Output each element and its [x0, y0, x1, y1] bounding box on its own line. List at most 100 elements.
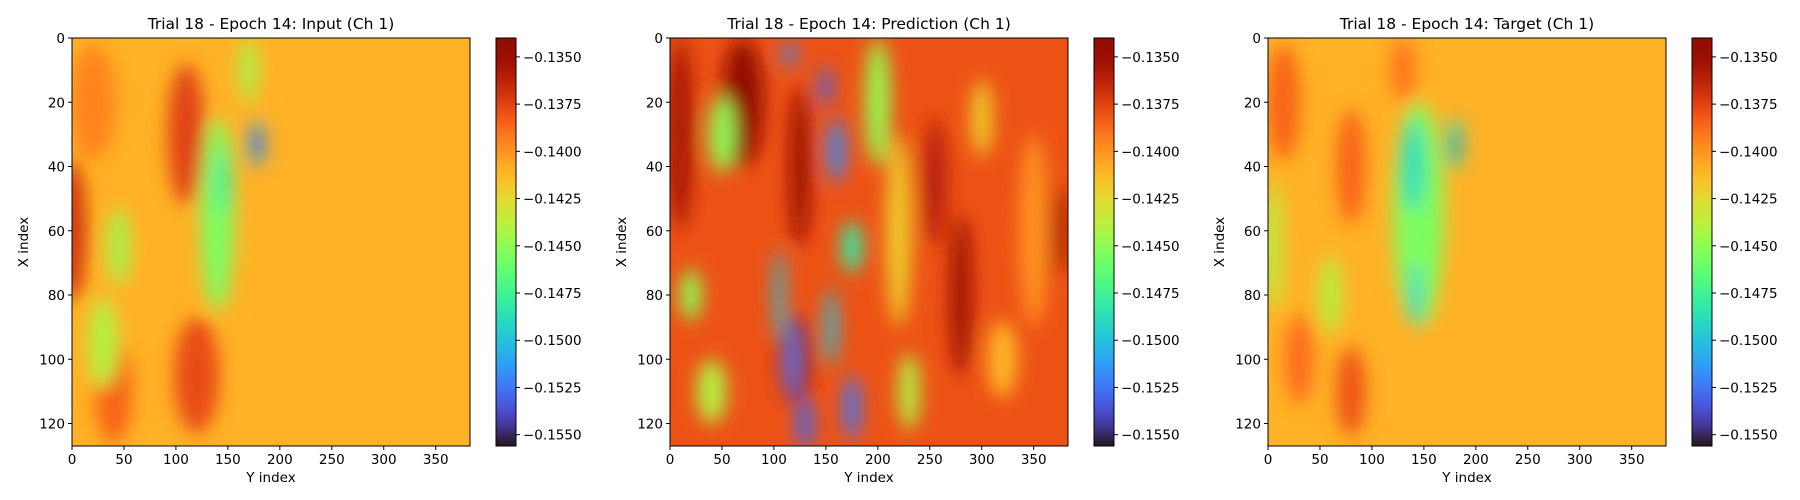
- heatmap-blob: [1284, 314, 1314, 405]
- x-axis-label: Y index: [245, 470, 295, 486]
- heatmap-blob: [1336, 108, 1366, 225]
- y-tick-label: 0: [1252, 31, 1261, 47]
- y-tick-label: 120: [39, 417, 65, 433]
- colorbar-tick-label: −0.1450: [523, 239, 582, 255]
- y-axis-label: X index: [614, 217, 630, 267]
- colorbar: −0.1350 −0.1375 −0.1400 −0.1425 −0.1450 −0.14…: [1093, 37, 1180, 447]
- heatmap-blob: [255, 134, 263, 154]
- colorbar-tick-label: −0.1400: [1719, 144, 1778, 160]
- colorbar-tick-label: −0.1550: [1719, 428, 1778, 444]
- colorbar-tick-label: −0.1475: [1719, 286, 1778, 302]
- heatmap-blob: [1319, 256, 1341, 334]
- x-tick-label: 50: [713, 452, 730, 468]
- x-tick-label: 150: [1411, 452, 1437, 468]
- colorbar-gradient: [495, 37, 517, 447]
- colorbar-tick-label: −0.1450: [1121, 239, 1180, 255]
- colorbar-gradient: [1691, 37, 1713, 447]
- x-tick-label: 100: [761, 452, 787, 468]
- heatmap-blob: [950, 214, 972, 376]
- heatmap-blob: [200, 118, 235, 312]
- x-tick-label: 300: [969, 452, 995, 468]
- colorbar-tick-label: −0.1350: [523, 50, 582, 66]
- heatmap-field: [1268, 38, 1463, 437]
- y-tick-label: 0: [654, 31, 663, 47]
- heatmap-blob: [72, 160, 87, 302]
- colorbar-tick-label: −0.1525: [1719, 380, 1778, 396]
- colorbar-tick-label: −0.1400: [523, 144, 582, 160]
- heatmap-blob: [88, 298, 118, 389]
- heatmap-blob: [773, 250, 785, 340]
- heatmap-blob: [167, 63, 206, 206]
- heatmap: [72, 38, 470, 446]
- heatmap-blob: [1411, 262, 1420, 328]
- y-tick-label: 80: [646, 288, 663, 304]
- colorbar: −0.1350 −0.1375 −0.1400 −0.1425 −0.1450 −0.14…: [495, 37, 582, 447]
- colorbar-tick-label: −0.1525: [1121, 380, 1180, 396]
- x-tick-label: 50: [1311, 452, 1328, 468]
- y-tick-label: 60: [48, 224, 65, 240]
- x-tick-label: 250: [917, 452, 943, 468]
- y-tick-label: 120: [1235, 417, 1261, 433]
- heatmap-blob: [1390, 38, 1416, 103]
- x-tick-label: 0: [666, 452, 675, 468]
- heatmap-blob: [841, 221, 863, 273]
- heatmap-blob: [796, 397, 814, 446]
- y-tick-label: 20: [646, 95, 663, 111]
- x-tick-label: 200: [865, 452, 891, 468]
- chart-title: Trial 18 - Epoch 14: Prediction (Ch 1): [726, 15, 1011, 33]
- heatmap-blob: [865, 38, 891, 167]
- x-tick-label: 100: [163, 452, 189, 468]
- colorbar-gradient: [1093, 37, 1115, 447]
- colorbar-tick-label: −0.1350: [1121, 50, 1180, 66]
- colorbar-tick-label: −0.1400: [1121, 144, 1180, 160]
- colorbar-tick-label: −0.1500: [1121, 333, 1180, 349]
- heatmap-blob: [886, 134, 912, 328]
- colorbar-tick-label: −0.1500: [1719, 333, 1778, 349]
- heatmap-blob: [843, 375, 861, 440]
- heatmap-blob: [898, 352, 920, 430]
- colorbar-tick-label: −0.1450: [1719, 239, 1778, 255]
- x-tick-label: 0: [1264, 452, 1273, 468]
- y-axis-label: X index: [16, 217, 32, 267]
- colorbar-tick-label: −0.1550: [523, 428, 582, 444]
- x-axis-label: Y index: [1441, 470, 1491, 486]
- heatmap-blob: [72, 44, 116, 161]
- heatmap-blob: [827, 118, 845, 183]
- heatmap-field: [72, 38, 265, 443]
- heatmap: [1268, 38, 1666, 446]
- heatmap-blob: [1268, 182, 1282, 312]
- heatmap-blob: [783, 41, 796, 67]
- x-tick-label: 200: [1463, 452, 1489, 468]
- x-tick-label: 150: [215, 452, 241, 468]
- y-tick-label: 100: [637, 352, 663, 368]
- colorbar-tick-label: −0.1425: [1719, 192, 1778, 208]
- y-tick-label: 40: [1244, 160, 1261, 176]
- x-tick-label: 350: [423, 452, 449, 468]
- axes-frame: [1267, 37, 1667, 447]
- axes-frame: [71, 37, 471, 447]
- chart-title: Trial 18 - Epoch 14: Target (Ch 1): [1339, 15, 1594, 33]
- heatmap-blob: [1403, 121, 1424, 212]
- heatmap-blob: [670, 38, 693, 231]
- y-tick-label: 60: [646, 224, 663, 240]
- colorbar-tick-label: −0.1375: [1719, 97, 1778, 113]
- heatmap-blob: [216, 150, 229, 215]
- heatmap-blob: [987, 320, 1018, 398]
- y-tick-label: 100: [1235, 352, 1261, 368]
- heatmap-field: [670, 38, 1068, 446]
- x-tick-label: 250: [319, 452, 345, 468]
- y-tick-label: 40: [48, 160, 65, 176]
- colorbar-tick-label: −0.1375: [1121, 97, 1180, 113]
- colorbar-tick-label: −0.1350: [1719, 50, 1778, 66]
- x-tick-label: 0: [68, 452, 77, 468]
- heatmap-blob: [697, 359, 727, 424]
- axes-frame: [669, 37, 1069, 447]
- colorbar-tick-label: −0.1475: [1121, 286, 1180, 302]
- heatmap: [670, 38, 1068, 446]
- x-axis-label: Y index: [843, 470, 893, 486]
- y-tick-label: 20: [48, 95, 65, 111]
- colorbar-tick-label: −0.1375: [523, 97, 582, 113]
- heatmap-blob: [709, 95, 735, 173]
